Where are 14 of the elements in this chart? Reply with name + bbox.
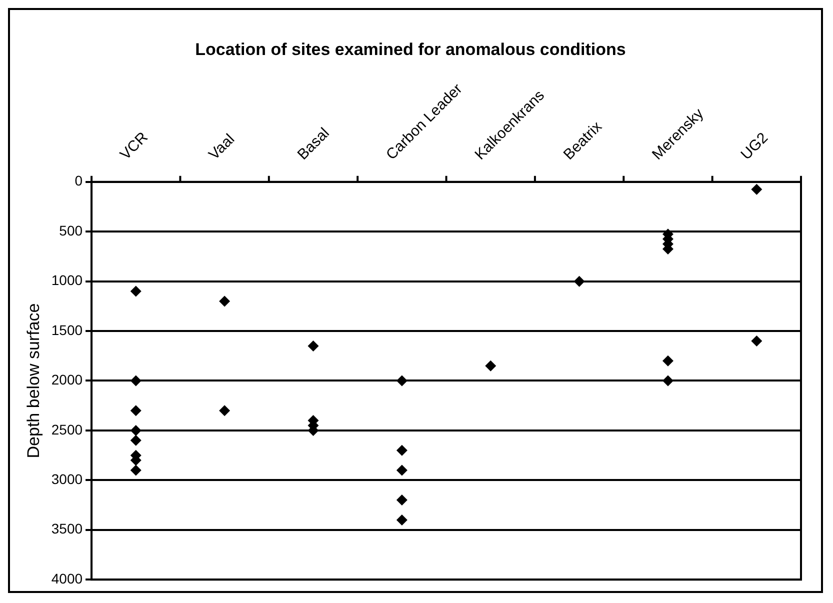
x-tick-label: Vaal bbox=[206, 130, 238, 164]
chart-title: Location of sites examined for anomalous conditions bbox=[195, 40, 626, 59]
y-axis-title: Depth below surface bbox=[24, 303, 43, 458]
y-tick-label: 500 bbox=[59, 222, 83, 238]
x-tick-label: VCR bbox=[116, 128, 152, 164]
y-tick-label: 4000 bbox=[51, 570, 83, 586]
x-tick-label: UG2 bbox=[738, 129, 772, 164]
y-tick-label: 2000 bbox=[51, 372, 83, 388]
y-tick-label: 0 bbox=[74, 172, 83, 189]
y-tick-label: 3500 bbox=[51, 520, 83, 537]
y-tick-label: 2500 bbox=[51, 421, 83, 438]
y-tick-label: 1000 bbox=[51, 272, 83, 288]
y-tick-label: 1500 bbox=[51, 322, 83, 338]
y-tick-label: 3000 bbox=[51, 471, 83, 488]
